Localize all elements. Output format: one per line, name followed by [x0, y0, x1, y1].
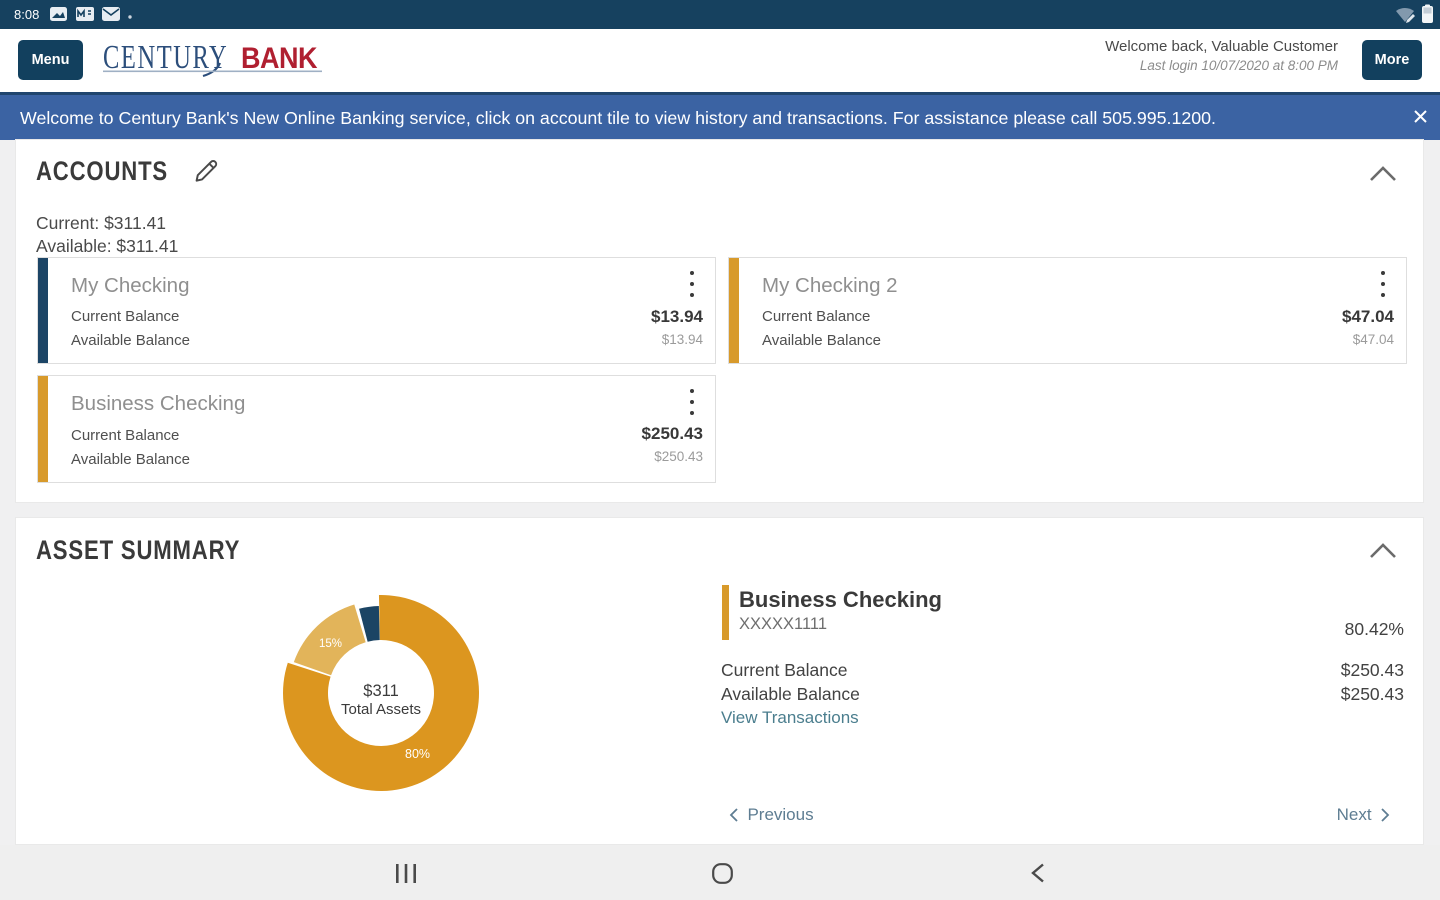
svg-text:15%: 15%	[319, 638, 342, 650]
svg-text:CENTURY: CENTURY	[103, 39, 228, 76]
svg-text:80%: 80%	[405, 747, 430, 761]
svg-text:BANK: BANK	[241, 42, 318, 76]
svg-text:Total Assets: Total Assets	[341, 701, 421, 718]
svg-text:$311: $311	[363, 682, 398, 700]
